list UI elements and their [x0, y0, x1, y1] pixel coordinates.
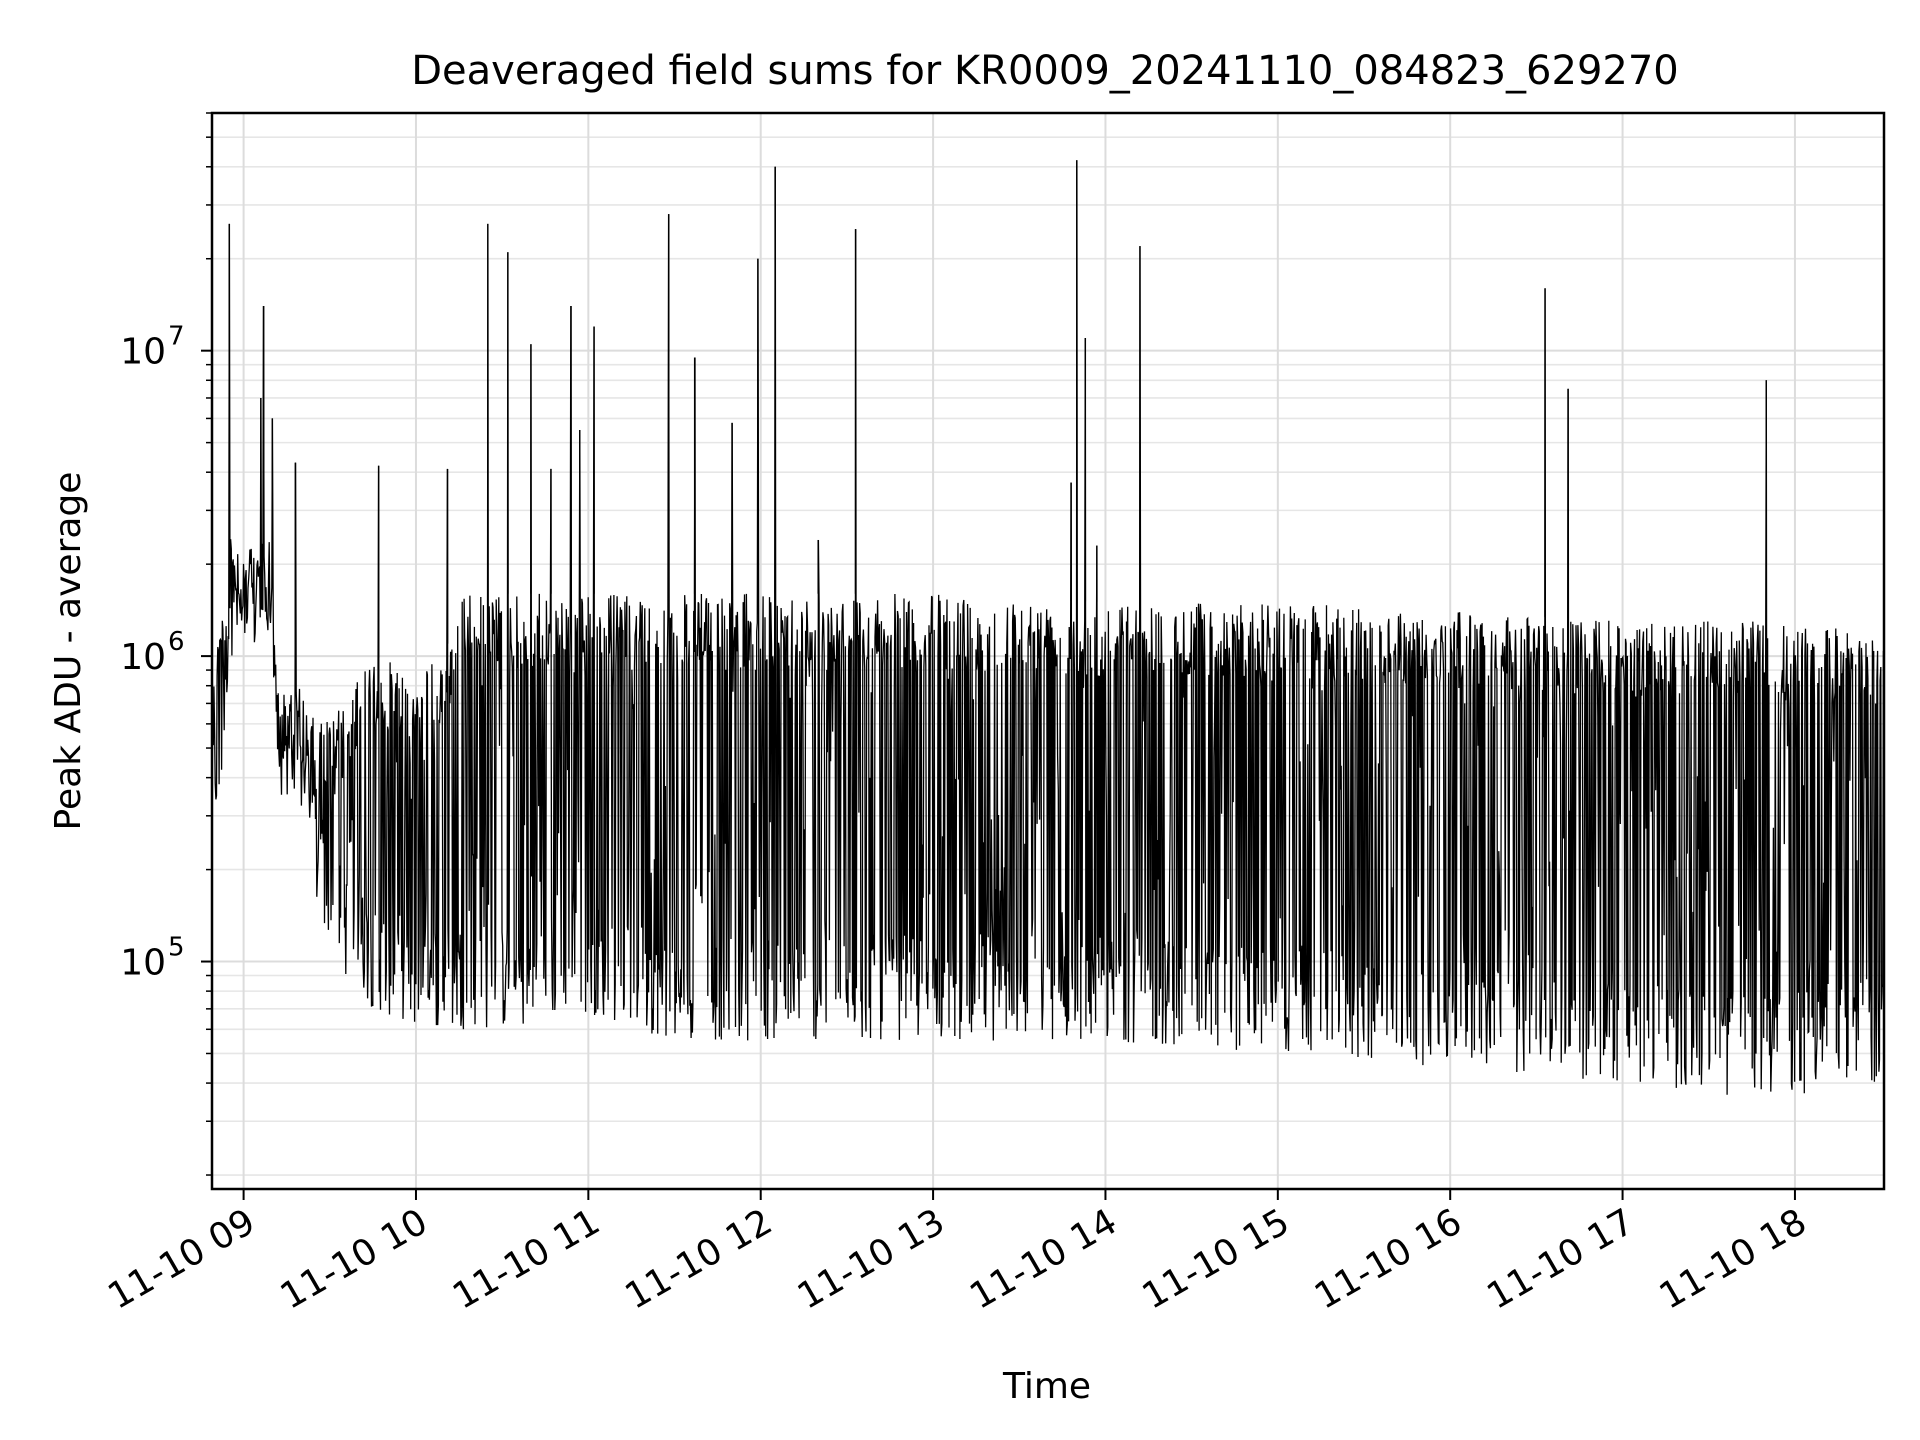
chart-title: Deaveraged field sums for KR0009_2024111… [411, 48, 1679, 94]
y-tick-exponent: 5 [168, 933, 185, 963]
y-axis-label: Peak ADU - average [48, 472, 89, 831]
y-tick-exponent: 7 [168, 322, 185, 352]
data-line [211, 160, 1885, 1095]
y-tick-label: 10 [120, 943, 166, 984]
plot-frame [210, 111, 1886, 1191]
x-axis-label: Time [1002, 1366, 1091, 1407]
data-series [211, 160, 1885, 1095]
y-tick-exponent: 6 [168, 627, 185, 657]
y-tick-label: 10 [120, 637, 166, 678]
y-tick-label: 10 [120, 332, 166, 373]
